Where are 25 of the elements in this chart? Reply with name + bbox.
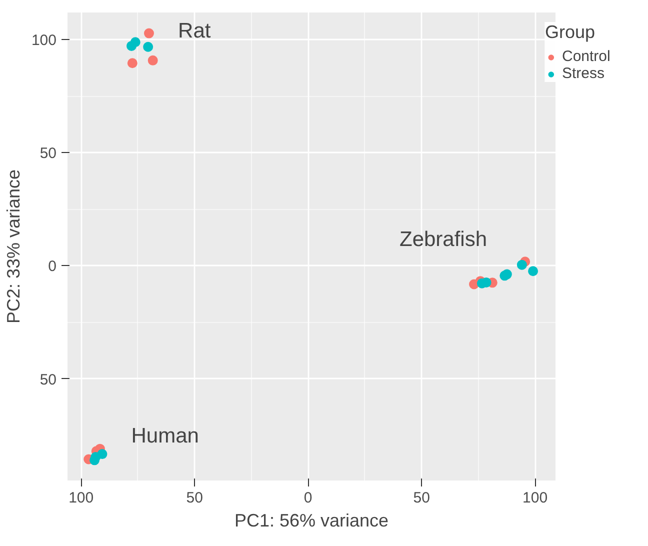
x-tick-label: 50 [413,490,430,506]
point [144,28,154,38]
legend-label: Control [562,48,610,65]
y-tick-label: 50 [40,145,57,162]
legend-label: Stress [562,65,605,82]
y-axis-title: PC2: 33% variance [3,169,24,324]
legend-title: Group [545,22,596,43]
annotation: Rat [178,20,211,43]
y-tick-label: 0 [48,258,56,276]
annotation: Human [131,424,199,448]
y-tick-label: 50 [40,371,57,388]
x-tick-label: 100 [68,490,94,506]
point [130,37,140,48]
point [528,266,538,276]
point [97,449,108,460]
x-tick-label: 100 [522,490,548,506]
x-tick-label: 50 [186,490,203,506]
point [516,260,527,270]
point [143,42,154,52]
x-tick-label: 0 [304,490,312,506]
point [148,55,158,66]
point [127,58,138,68]
annotation: Zebrafish [399,228,488,251]
y-tick-label: 100 [31,32,57,50]
x-axis-title: PC1: 56% variance [234,510,389,530]
